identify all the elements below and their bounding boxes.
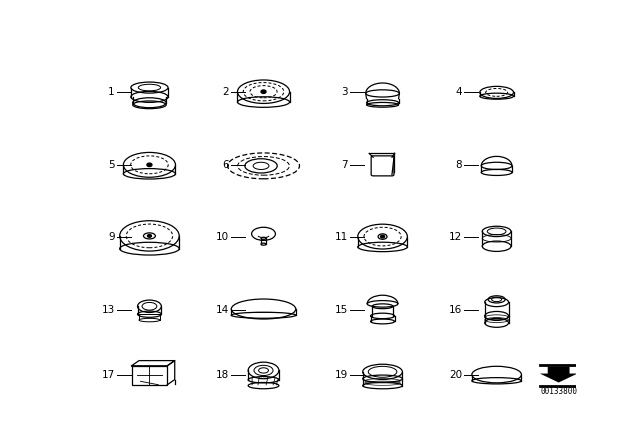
Circle shape <box>381 235 385 238</box>
Text: 18: 18 <box>216 370 229 380</box>
Circle shape <box>147 163 152 167</box>
Text: 9: 9 <box>108 232 115 242</box>
Text: 13: 13 <box>102 305 115 315</box>
Text: 1: 1 <box>108 87 115 97</box>
Text: 17: 17 <box>102 370 115 380</box>
Text: 10: 10 <box>216 232 229 242</box>
Bar <box>132 366 167 385</box>
Text: 3: 3 <box>341 87 348 97</box>
Circle shape <box>261 90 266 94</box>
Text: 2: 2 <box>222 87 229 97</box>
Text: 00133800: 00133800 <box>540 388 577 396</box>
Text: 19: 19 <box>335 370 348 380</box>
Text: 15: 15 <box>335 305 348 315</box>
Text: 4: 4 <box>455 87 462 97</box>
Text: 14: 14 <box>216 305 229 315</box>
Text: 6: 6 <box>222 160 229 170</box>
Text: 8: 8 <box>455 160 462 170</box>
Text: 5: 5 <box>108 160 115 170</box>
Text: 16: 16 <box>449 305 462 315</box>
Text: 20: 20 <box>449 370 462 380</box>
Polygon shape <box>540 366 577 383</box>
Text: 12: 12 <box>449 232 462 242</box>
Text: 7: 7 <box>341 160 348 170</box>
Circle shape <box>147 234 152 237</box>
Text: 11: 11 <box>335 232 348 242</box>
